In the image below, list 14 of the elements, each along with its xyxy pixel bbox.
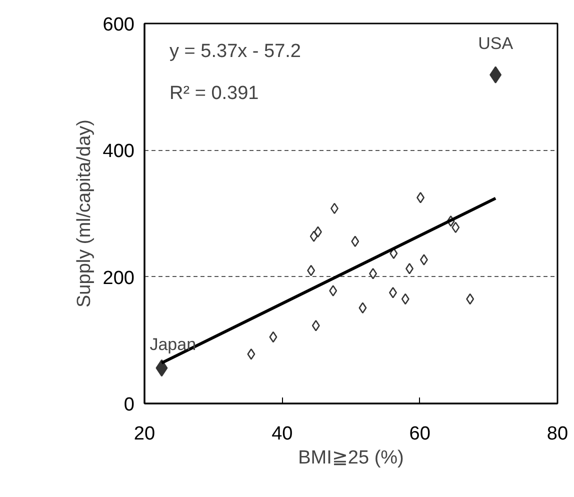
x-tick-label: 40 — [272, 424, 293, 444]
x-tick-label: 60 — [409, 424, 430, 444]
y-tick-label: 600 — [102, 14, 134, 36]
x-axis-title: BMI≧25 (%) — [298, 448, 404, 468]
y-tick-label: 200 — [102, 268, 134, 289]
y-tick-label: 0 — [124, 394, 135, 416]
annotation: R² = 0.391 — [170, 83, 259, 104]
x-tick-label: 20 — [134, 424, 156, 444]
annotation: y = 5.37x - 57.2 — [170, 41, 301, 62]
annotation: USA — [478, 34, 514, 53]
x-tick-label: 80 — [546, 424, 568, 444]
annotation: Japan — [150, 335, 196, 354]
y-tick-label: 400 — [102, 141, 134, 162]
y-axis-title: Supply (ml/capita/day) — [74, 120, 95, 308]
